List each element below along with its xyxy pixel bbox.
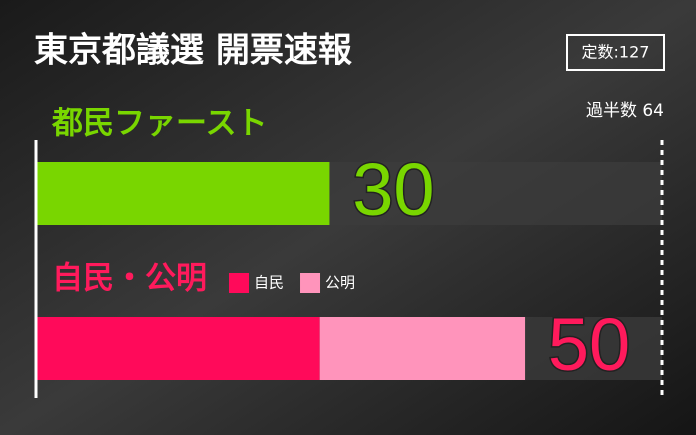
bar-segment: [36, 317, 320, 380]
legend-label: 公明: [325, 274, 355, 292]
legend-swatch: [300, 273, 321, 293]
seats-box: [566, 34, 665, 71]
group-name: 自民・公明: [52, 261, 207, 297]
bar-segment: [36, 162, 330, 225]
group-total: 30: [352, 148, 434, 231]
legend-swatch: [229, 273, 249, 293]
chart-title: 東京都議選 開票速報: [34, 31, 352, 71]
legend-label: 自民: [254, 274, 284, 292]
seats-label: 定数:127: [582, 43, 650, 62]
group-total: 50: [548, 303, 630, 386]
bar-segment: [319, 317, 526, 380]
majority-label: 過半数 64: [586, 101, 664, 121]
group-name: 都民ファースト: [51, 106, 267, 142]
